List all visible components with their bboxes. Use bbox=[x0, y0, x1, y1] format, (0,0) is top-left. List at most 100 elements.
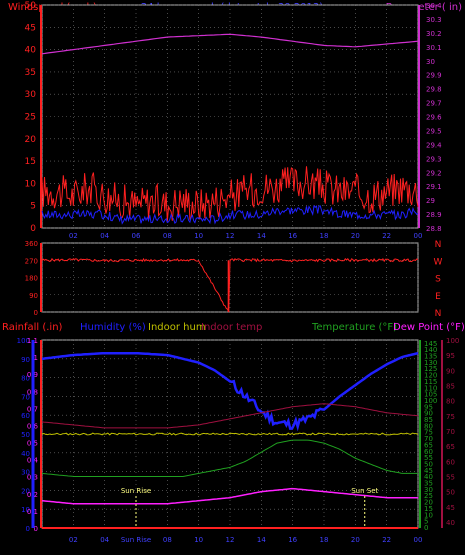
indoor-temp-tick-label: 80 bbox=[424, 422, 433, 430]
time-tick-label: 00 bbox=[414, 536, 423, 544]
time-tick-label: 02 bbox=[69, 536, 78, 544]
indoor-temp-tick-label: 65 bbox=[424, 441, 433, 449]
humidity-line bbox=[41, 351, 419, 432]
time-tick-label: 12 bbox=[226, 536, 235, 544]
barometer-axis-label: Barometer ( in) bbox=[386, 2, 462, 13]
temperature-tick-label: 45 bbox=[446, 504, 455, 512]
humidity-tick-label: 50 bbox=[21, 431, 30, 439]
temperature-tick-label: 75 bbox=[446, 413, 455, 421]
indoor-temp-tick-label: 135 bbox=[424, 353, 437, 361]
indoor-temp-tick-label: 60 bbox=[424, 448, 433, 456]
time-tick-label: 12 bbox=[226, 232, 235, 240]
time-tick-label: 20 bbox=[351, 536, 360, 544]
time-tick-label: 08 bbox=[163, 536, 172, 544]
wind-gust-line bbox=[41, 166, 419, 222]
temperature-tick-label: 85 bbox=[446, 382, 455, 390]
windspeed-tick-label: 30 bbox=[25, 90, 37, 100]
time-tick-label: 02 bbox=[69, 232, 78, 240]
time-tick-label: 18 bbox=[320, 232, 329, 240]
windspeed-tick-label: 0 bbox=[30, 224, 36, 234]
barometer-line bbox=[41, 33, 419, 55]
indoor-temp-line bbox=[41, 403, 419, 429]
indoor-temp-tick-label: 30 bbox=[424, 486, 433, 494]
barometer-tick-label: 29.4 bbox=[426, 141, 442, 149]
indoor-temp-tick-label: 35 bbox=[424, 480, 433, 488]
indoor-temp-tick-label: 50 bbox=[424, 460, 433, 468]
time-tick-label: 18 bbox=[320, 536, 329, 544]
temperature-tick-label: 60 bbox=[446, 458, 455, 466]
rainfall-tick-label: 0 bbox=[34, 525, 38, 533]
time-tick-label: 04 bbox=[100, 536, 109, 544]
indoor-temp-label: Indoor temp bbox=[201, 322, 262, 333]
barometer-tick-label: 28.8 bbox=[426, 225, 442, 233]
temperature-line bbox=[41, 439, 418, 477]
windspeed-tick-label: 40 bbox=[25, 46, 37, 56]
temperature-axis-label: Temperature (°F) bbox=[311, 322, 397, 333]
direction-tick-label: 90 bbox=[29, 292, 38, 300]
temperature-tick-label: 80 bbox=[446, 398, 455, 406]
barometer-tick-label: 28.9 bbox=[426, 211, 442, 219]
direction-tick-label: 0 bbox=[34, 309, 38, 317]
rainfall-axis-label: Rainfall (.in) bbox=[2, 322, 63, 333]
barometer-tick-label: 30.3 bbox=[426, 16, 442, 24]
humidity-tick-label: 40 bbox=[21, 450, 30, 458]
windspeed-tick-label: 35 bbox=[25, 68, 36, 78]
indoor-temp-tick-label: 95 bbox=[424, 403, 433, 411]
rainfall-tick-label: 1 bbox=[34, 354, 38, 362]
time-tick-label: 06 bbox=[132, 232, 141, 240]
temperature-tick-label: 55 bbox=[446, 473, 455, 481]
indoor-temp-tick-label: 115 bbox=[424, 378, 437, 386]
indoor-temp-tick-label: 10 bbox=[424, 511, 433, 519]
humidity-tick-label: 20 bbox=[21, 487, 30, 495]
indoor-temp-tick-label: 70 bbox=[424, 435, 433, 443]
indoor-temp-tick-label: 85 bbox=[424, 416, 433, 424]
indoor-hum-label: Indoor hum bbox=[148, 322, 206, 333]
indoor-temp-tick-label: 45 bbox=[424, 467, 433, 475]
humidity-tick-label: 0 bbox=[26, 525, 30, 533]
indoor-temp-tick-label: 125 bbox=[424, 365, 437, 373]
time-tick-label: 00 bbox=[414, 232, 423, 240]
time-tick-label: 10 bbox=[194, 536, 203, 544]
indoor-temp-tick-label: 75 bbox=[424, 429, 433, 437]
compass-label: N bbox=[435, 240, 442, 250]
humidity-tick-label: 10 bbox=[21, 506, 30, 514]
indoor-temp-tick-label: 105 bbox=[424, 391, 437, 399]
wind-direction-line bbox=[41, 257, 419, 313]
temperature-tick-label: 95 bbox=[446, 352, 455, 360]
temperature-tick-label: 65 bbox=[446, 443, 455, 451]
wind-average-line bbox=[41, 204, 419, 225]
compass-label: N bbox=[435, 309, 442, 319]
humidity-axis-label: Humidity (%) bbox=[80, 322, 146, 333]
dew-point-line bbox=[41, 487, 418, 505]
indoor-temp-tick-label: 20 bbox=[424, 499, 433, 507]
time-tick-label: 22 bbox=[382, 232, 391, 240]
barometer-tick-label: 29.5 bbox=[426, 127, 442, 135]
sunset-label: Sun Set bbox=[351, 487, 378, 495]
time-tick-label: 14 bbox=[257, 536, 266, 544]
barometer-tick-label: 29.2 bbox=[426, 169, 442, 177]
compass-label: W bbox=[434, 257, 443, 267]
compass-label: E bbox=[435, 292, 441, 302]
wind-barometer-panel: 0 5 10 15 20 25 30 35 40 45 50 28.8 28.9 29 29.1 29.2 29… bbox=[25, 1, 443, 240]
barometer-tick-label: 30.2 bbox=[426, 30, 442, 38]
barometer-tick-label: 29.7 bbox=[426, 100, 442, 108]
windspeed-tick-label: 50 bbox=[25, 1, 37, 11]
indoor-temp-tick-label: 90 bbox=[424, 410, 433, 418]
time-tick-label: 08 bbox=[163, 232, 172, 240]
humidity-tick-label: 70 bbox=[21, 393, 30, 401]
dew-point-axis-label: Dew Point (°F) bbox=[393, 322, 465, 333]
barometer-tick-label: 30.4 bbox=[426, 2, 442, 10]
indoor-temp-tick-label: 140 bbox=[424, 346, 437, 354]
humidity-temperature-panel: 010203040506070809010000.10.20.30.40.50.… bbox=[17, 337, 460, 544]
humidity-tick-label: 30 bbox=[21, 469, 30, 477]
indoor-temp-tick-label: 145 bbox=[424, 340, 437, 348]
time-tick-label: 14 bbox=[257, 232, 266, 240]
windspeed-tick-label: 10 bbox=[25, 179, 37, 189]
time-tick-label: Sun Rise bbox=[121, 536, 151, 544]
humidity-tick-label: 90 bbox=[21, 356, 30, 364]
indoor-temp-tick-label: 25 bbox=[424, 492, 433, 500]
indoor-humidity-line bbox=[41, 432, 419, 436]
temperature-tick-label: 70 bbox=[446, 428, 455, 436]
indoor-temp-tick-label: 55 bbox=[424, 454, 433, 462]
